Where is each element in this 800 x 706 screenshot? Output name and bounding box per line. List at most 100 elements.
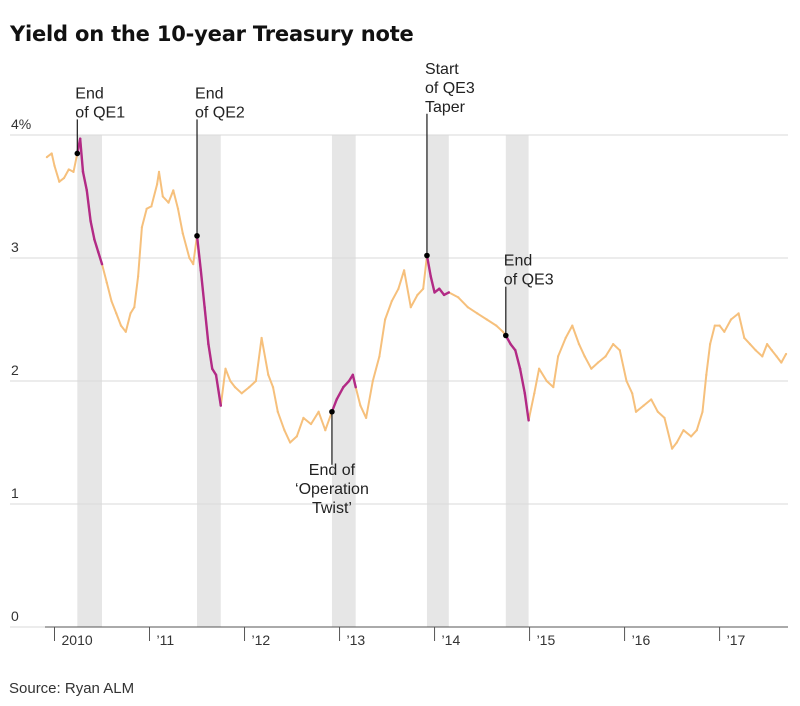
annotation-label: End [504, 253, 532, 270]
data-point [50, 152, 53, 155]
data-point [552, 386, 555, 389]
annotation-label: Start [425, 61, 459, 78]
data-point [81, 170, 85, 173]
x-tick-label: ’12 [252, 632, 271, 648]
data-point [214, 373, 218, 376]
data-point [564, 336, 567, 340]
x-tick-label: ’15 [537, 632, 556, 648]
data-point [780, 361, 783, 364]
highlight-segment [85, 189, 92, 223]
data-point [188, 256, 191, 260]
data-point [689, 435, 693, 438]
data-point [145, 207, 148, 210]
data-point [137, 275, 140, 278]
data-point [675, 441, 678, 444]
data-point [100, 263, 104, 266]
highlight-segment [509, 342, 517, 352]
data-point [172, 189, 175, 192]
data-point [612, 343, 615, 346]
annotation-dot [503, 332, 509, 339]
highlight-segment [518, 367, 527, 395]
data-point [347, 379, 351, 383]
highlight-segment [438, 287, 446, 297]
data-point [342, 386, 345, 389]
annotation-label: of QE3 [425, 80, 475, 97]
data-point [110, 299, 113, 303]
data-point [53, 164, 56, 167]
data-point [509, 343, 512, 346]
data-point [429, 275, 432, 278]
data-point [754, 349, 757, 352]
data-point [207, 343, 210, 346]
data-point [761, 355, 764, 358]
data-point [457, 296, 460, 299]
data-point [302, 416, 305, 419]
x-tick-label: ’11 [157, 632, 175, 648]
annotation-label: of QE1 [75, 104, 125, 121]
annotation-label: End of [309, 462, 356, 479]
data-point [150, 205, 153, 208]
data-point [157, 170, 161, 173]
data-point [271, 386, 275, 389]
data-point [433, 291, 436, 294]
data-point [140, 226, 144, 229]
data-point [556, 355, 560, 358]
data-point [211, 367, 214, 370]
data-point [365, 416, 368, 419]
data-point [577, 343, 581, 346]
highlight-segment [214, 373, 222, 407]
data-point [283, 429, 286, 432]
data-point [545, 379, 548, 383]
annotation-dot [74, 150, 81, 157]
data-point [701, 410, 704, 413]
data-point [309, 422, 313, 426]
y-tick-label: 3 [11, 239, 19, 255]
x-tick-label: ’14 [442, 632, 461, 648]
data-point [167, 201, 170, 204]
highlight-segment [425, 254, 432, 278]
data-point [161, 195, 164, 198]
data-point [156, 183, 159, 186]
data-point [770, 349, 773, 352]
data-point [324, 429, 327, 432]
data-point [85, 189, 88, 192]
data-point [514, 349, 517, 352]
data-point [192, 263, 195, 266]
data-point [105, 281, 108, 284]
highlight-segment [78, 137, 85, 174]
highlight-segment [195, 234, 203, 272]
data-point [181, 232, 184, 235]
highlight-segment [93, 238, 100, 254]
highlight-segment [203, 306, 210, 346]
data-point [476, 312, 479, 315]
annotation-label: of QE2 [195, 104, 245, 121]
annotation-label: Twist’ [312, 500, 352, 517]
data-point [397, 287, 400, 290]
data-point [743, 336, 746, 340]
data-point [45, 156, 49, 159]
highlight-segment [335, 385, 345, 401]
data-point [631, 392, 634, 395]
data-point [625, 379, 628, 383]
data-point [409, 306, 412, 309]
data-point [775, 355, 778, 358]
x-tick-label: ’16 [632, 632, 651, 648]
data-point [705, 373, 708, 376]
data-point [260, 336, 263, 340]
highlight-segment [207, 342, 214, 370]
highlight-segment [89, 219, 96, 241]
highlight-segment [523, 392, 530, 422]
highlight-segment [351, 373, 357, 389]
data-point [289, 441, 292, 444]
data-point [403, 269, 406, 272]
data-point [390, 299, 393, 303]
annotation-dot [424, 252, 430, 259]
y-tick-label: 1 [11, 485, 19, 501]
data-point [422, 287, 425, 290]
data-point [442, 293, 446, 296]
data-point [124, 330, 127, 333]
data-point [642, 404, 645, 407]
data-point [58, 180, 61, 183]
highlight-segment [342, 379, 351, 389]
